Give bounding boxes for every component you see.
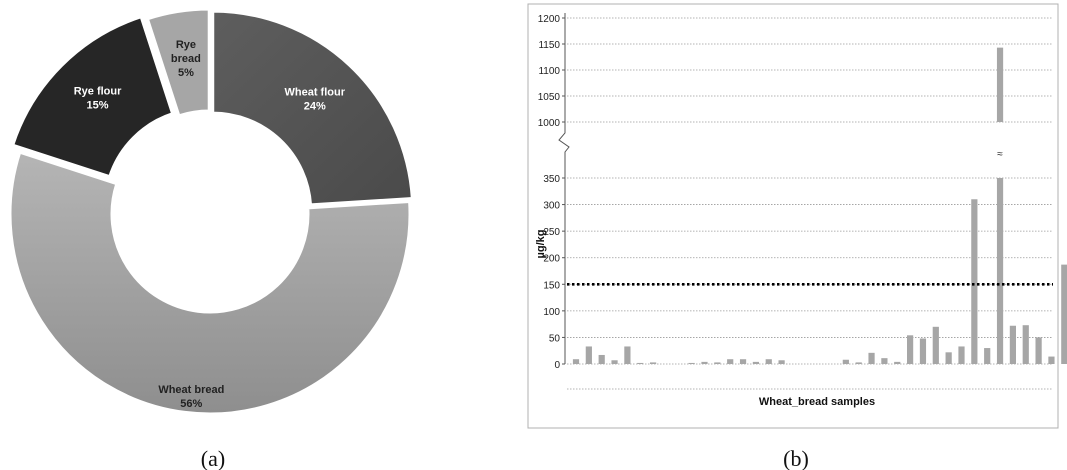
bar: [919, 338, 927, 364]
donut-segment-rye-flour: [10, 14, 175, 179]
panel-label-a: (a): [201, 446, 225, 470]
bar: [984, 348, 991, 364]
bar: [945, 352, 952, 364]
x-axis-label: Wheat_bread samples: [759, 396, 875, 408]
bar: [958, 346, 965, 364]
y-tick-label: 200: [543, 254, 560, 265]
bar: [585, 346, 592, 364]
donut-chart: Wheat flour 24% Wheat bread 56% Rye flour 15%…: [8, 7, 414, 416]
bar: [842, 359, 849, 364]
bar: [624, 346, 631, 364]
y-axis-label: µg/kg: [535, 230, 547, 259]
bar: [1009, 325, 1016, 364]
bar: [637, 362, 644, 364]
bar: [688, 362, 695, 364]
donut-label: Wheat flour 24%: [284, 86, 345, 112]
bar: [1048, 356, 1055, 364]
plot-frame: [527, 3, 1059, 429]
y-tick-label: 1100: [538, 66, 560, 77]
y-tick-label: 150: [543, 280, 560, 291]
bar-chart: 0 50 100 150 200 250 300 350 1000 1050 1100 1150 120…: [538, 13, 1067, 390]
y-tick-label: 1000: [538, 118, 561, 129]
bar: [714, 362, 721, 364]
bar: [650, 362, 657, 364]
donut-segment-rye-bread: [145, 7, 211, 118]
bar: [701, 361, 708, 364]
bar: [868, 352, 875, 364]
y-tick-label: 50: [549, 333, 561, 344]
bar: [881, 358, 888, 364]
donut-label: Rye bread 5%: [171, 39, 201, 79]
bar: [598, 354, 605, 364]
donut-segment-wheat-flour: [211, 9, 414, 207]
bar: [778, 360, 785, 364]
bar: [1035, 337, 1042, 364]
bar: [611, 360, 618, 364]
bar: [907, 335, 914, 364]
y-tick-label: 250: [543, 227, 560, 238]
bar: [1022, 325, 1029, 364]
y-tick-label: 300: [543, 201, 560, 212]
bar: [971, 199, 978, 364]
bar: [1061, 264, 1067, 364]
y-axis: [558, 13, 570, 364]
bar: [765, 359, 772, 364]
donut-label: Wheat bread 56%: [158, 384, 224, 410]
donut-segment-wheat-bread: [8, 150, 412, 416]
bar: [752, 361, 759, 364]
bar: [739, 359, 747, 364]
y-tick-label: 1150: [538, 40, 560, 51]
y-tick-label: 100: [543, 307, 560, 318]
axis-break-symbol: ≈: [997, 149, 1003, 160]
donut-label: Rye flour 15%: [74, 86, 122, 112]
bar: [572, 359, 580, 364]
bar-upper: [996, 47, 1004, 122]
bar: [894, 361, 901, 364]
bar: [727, 359, 734, 364]
bar: [855, 362, 862, 364]
y-tick-label: 1200: [538, 14, 561, 25]
panel-label-b: (b): [783, 446, 809, 470]
bar: [932, 326, 939, 364]
y-tick-label: 350: [543, 174, 560, 185]
y-tick-label: 1050: [538, 92, 561, 103]
y-tick-label: 0: [554, 360, 560, 371]
bar: [996, 178, 1004, 364]
